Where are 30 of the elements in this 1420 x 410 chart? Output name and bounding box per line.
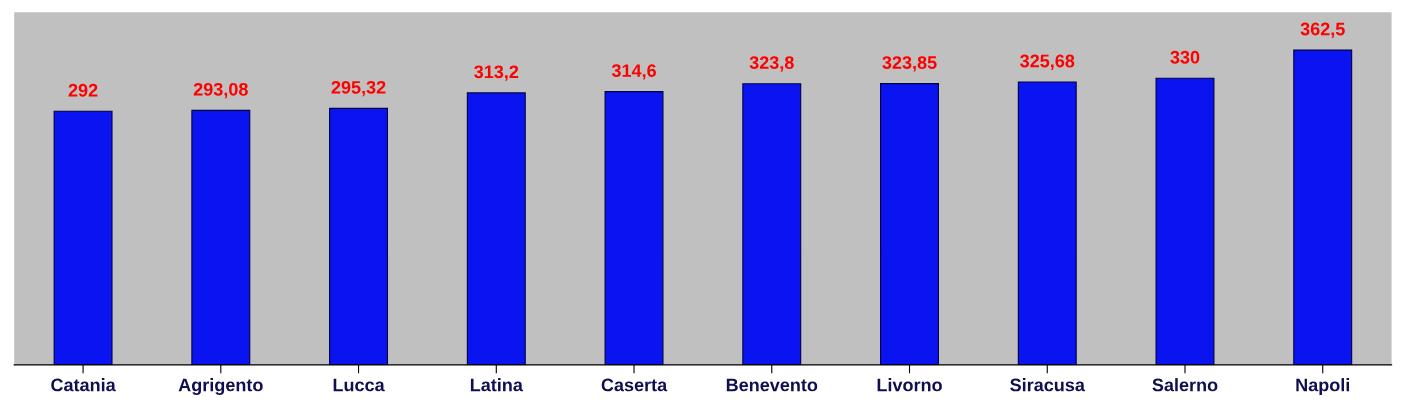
x-tick-label: Lucca — [333, 378, 385, 392]
x-tick-label: Caserta — [601, 378, 668, 392]
bar — [1293, 49, 1353, 365]
x-tick-label: Latina — [470, 378, 523, 392]
bar — [53, 110, 113, 365]
data-label: 293,08 — [193, 82, 248, 99]
bar — [1155, 77, 1215, 365]
data-label: 313,2 — [474, 65, 519, 81]
x-tick-label: Benevento — [726, 378, 818, 392]
x-tick-label: Salerno — [1152, 378, 1218, 392]
bar — [880, 83, 939, 365]
x-tick-label: Agrigento — [178, 378, 263, 395]
data-label: 314,6 — [611, 64, 656, 80]
x-tick-label: Catania — [51, 378, 116, 392]
data-label: 323,8 — [749, 56, 794, 72]
bar — [329, 107, 389, 365]
bar — [604, 91, 664, 365]
bar — [191, 109, 251, 365]
x-tick-label: Livorno — [877, 378, 942, 392]
bar — [466, 92, 526, 365]
bar — [742, 83, 802, 365]
data-label: 325,68 — [1020, 54, 1075, 70]
x-tick-label: Napoli — [1296, 378, 1350, 395]
data-label: 295,32 — [331, 80, 386, 97]
data-label: 292 — [68, 83, 98, 97]
bar — [1017, 81, 1077, 365]
x-tick-label: Siracusa — [1010, 378, 1086, 392]
data-label: 330 — [1170, 50, 1200, 64]
data-label: 323,85 — [882, 56, 937, 72]
data-label: 362,5 — [1300, 22, 1345, 39]
